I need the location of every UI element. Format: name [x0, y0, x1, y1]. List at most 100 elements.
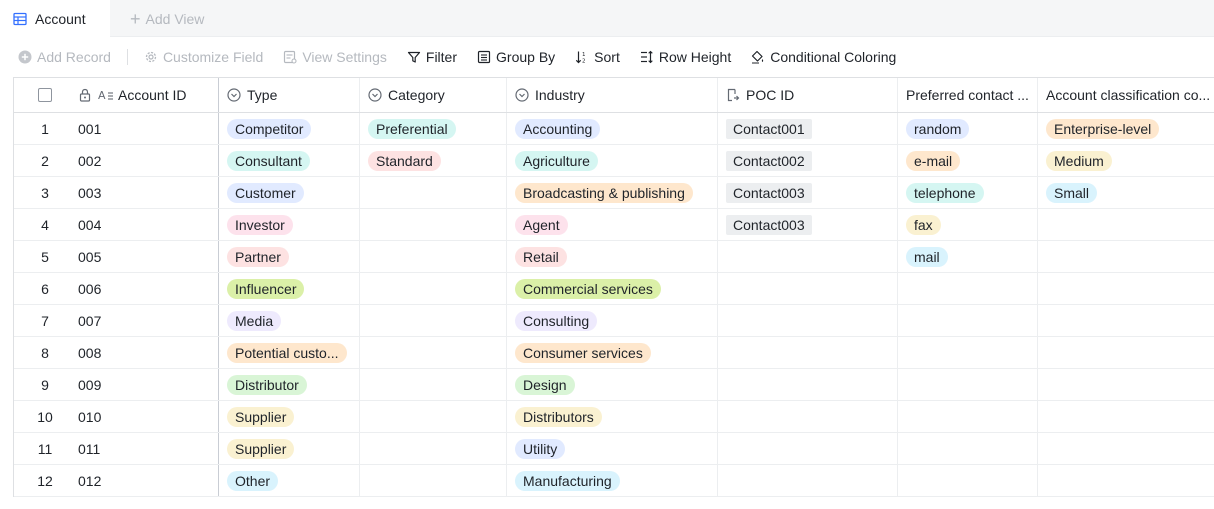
cell-account-id[interactable]: 003	[76, 177, 219, 208]
cell-industry[interactable]: Distributors	[507, 401, 718, 432]
cell-category[interactable]	[360, 209, 507, 240]
table-row[interactable]: 12 012 Other Manufacturing	[14, 465, 1214, 497]
cell-poc-id[interactable]	[718, 465, 898, 496]
cell-category[interactable]	[360, 401, 507, 432]
table-row[interactable]: 9 009 Distributor Design	[14, 369, 1214, 401]
cell-preferred-contact[interactable]	[898, 465, 1038, 496]
cell-account-classification[interactable]	[1038, 369, 1214, 400]
cell-type[interactable]: Potential custo...	[219, 337, 360, 368]
cell-category[interactable]	[360, 337, 507, 368]
cell-industry[interactable]: Manufacturing	[507, 465, 718, 496]
cell-industry[interactable]: Utility	[507, 433, 718, 464]
row-height-button[interactable]: Row Height	[640, 49, 731, 65]
cell-industry[interactable]: Consumer services	[507, 337, 718, 368]
cell-category[interactable]	[360, 273, 507, 304]
cell-category[interactable]	[360, 177, 507, 208]
cell-account-id[interactable]: 001	[76, 113, 219, 144]
cell-account-classification[interactable]	[1038, 209, 1214, 240]
cell-category[interactable]	[360, 241, 507, 272]
table-row[interactable]: 7 007 Media Consulting	[14, 305, 1214, 337]
column-header-preferred-contact[interactable]: Preferred contact ...	[898, 78, 1038, 112]
cell-preferred-contact[interactable]	[898, 273, 1038, 304]
cell-category[interactable]: Standard	[360, 145, 507, 176]
cell-preferred-contact[interactable]: mail	[898, 241, 1038, 272]
table-row[interactable]: 2 002 Consultant Standard Agriculture Contact…	[14, 145, 1214, 177]
column-header-account-classification[interactable]: Account classification co...	[1038, 78, 1214, 112]
cell-account-classification[interactable]: Enterprise-level	[1038, 113, 1214, 144]
table-row[interactable]: 1 001 Competitor Preferential Accounting Cont…	[14, 113, 1214, 145]
column-header-category[interactable]: Category	[360, 78, 507, 112]
cell-poc-id[interactable]: Contact003	[718, 209, 898, 240]
cell-poc-id[interactable]	[718, 305, 898, 336]
cell-preferred-contact[interactable]: fax	[898, 209, 1038, 240]
cell-industry[interactable]: Broadcasting & publishing	[507, 177, 718, 208]
cell-category[interactable]	[360, 433, 507, 464]
cell-preferred-contact[interactable]	[898, 401, 1038, 432]
cell-account-id[interactable]: 009	[76, 369, 219, 400]
cell-poc-id[interactable]	[718, 273, 898, 304]
cell-type[interactable]: Investor	[219, 209, 360, 240]
cell-poc-id[interactable]	[718, 241, 898, 272]
sort-button[interactable]: 1 2 Sort	[575, 49, 620, 65]
cell-account-classification[interactable]	[1038, 337, 1214, 368]
cell-preferred-contact[interactable]: telephone	[898, 177, 1038, 208]
cell-type[interactable]: Supplier	[219, 433, 360, 464]
cell-account-id[interactable]: 004	[76, 209, 219, 240]
cell-type[interactable]: Influencer	[219, 273, 360, 304]
cell-category[interactable]	[360, 465, 507, 496]
cell-industry[interactable]: Retail	[507, 241, 718, 272]
select-all-checkbox[interactable]	[38, 88, 52, 102]
cell-type[interactable]: Partner	[219, 241, 360, 272]
cell-type[interactable]: Other	[219, 465, 360, 496]
cell-preferred-contact[interactable]	[898, 305, 1038, 336]
cell-preferred-contact[interactable]: random	[898, 113, 1038, 144]
group-by-button[interactable]: Group By	[477, 49, 555, 65]
cell-poc-id[interactable]	[718, 401, 898, 432]
cell-account-id[interactable]: 002	[76, 145, 219, 176]
cell-preferred-contact[interactable]	[898, 369, 1038, 400]
cell-account-classification[interactable]: Medium	[1038, 145, 1214, 176]
column-header-account-id[interactable]: A Account ID	[76, 78, 219, 112]
table-row[interactable]: 8 008 Potential custo... Consumer services	[14, 337, 1214, 369]
cell-account-id[interactable]: 007	[76, 305, 219, 336]
cell-type[interactable]: Customer	[219, 177, 360, 208]
tab-account[interactable]: Account	[0, 0, 110, 37]
cell-preferred-contact[interactable]: e-mail	[898, 145, 1038, 176]
cell-poc-id[interactable]: Contact003	[718, 177, 898, 208]
cell-account-classification[interactable]	[1038, 305, 1214, 336]
cell-account-classification[interactable]	[1038, 241, 1214, 272]
cell-poc-id[interactable]	[718, 369, 898, 400]
cell-industry[interactable]: Consulting	[507, 305, 718, 336]
customize-field-button[interactable]: Customize Field	[144, 49, 263, 65]
table-row[interactable]: 4 004 Investor Agent Contact003 fax	[14, 209, 1214, 241]
cell-account-id[interactable]: 010	[76, 401, 219, 432]
cell-poc-id[interactable]: Contact001	[718, 113, 898, 144]
cell-poc-id[interactable]	[718, 337, 898, 368]
cell-account-id[interactable]: 012	[76, 465, 219, 496]
table-row[interactable]: 6 006 Influencer Commercial services	[14, 273, 1214, 305]
cell-account-classification[interactable]: Small	[1038, 177, 1214, 208]
cell-account-id[interactable]: 005	[76, 241, 219, 272]
cell-account-id[interactable]: 008	[76, 337, 219, 368]
cell-type[interactable]: Supplier	[219, 401, 360, 432]
conditional-coloring-button[interactable]: Conditional Coloring	[751, 49, 896, 65]
cell-category[interactable]: Preferential	[360, 113, 507, 144]
cell-account-classification[interactable]	[1038, 401, 1214, 432]
cell-account-id[interactable]: 006	[76, 273, 219, 304]
add-record-button[interactable]: Add Record	[18, 49, 111, 65]
cell-preferred-contact[interactable]	[898, 337, 1038, 368]
cell-industry[interactable]: Design	[507, 369, 718, 400]
cell-poc-id[interactable]: Contact002	[718, 145, 898, 176]
cell-industry[interactable]: Commercial services	[507, 273, 718, 304]
view-settings-button[interactable]: View Settings	[283, 49, 387, 65]
cell-account-id[interactable]: 011	[76, 433, 219, 464]
cell-category[interactable]	[360, 369, 507, 400]
cell-account-classification[interactable]	[1038, 465, 1214, 496]
table-row[interactable]: 3 003 Customer Broadcasting & publishing Con…	[14, 177, 1214, 209]
cell-preferred-contact[interactable]	[898, 433, 1038, 464]
cell-type[interactable]: Consultant	[219, 145, 360, 176]
table-row[interactable]: 10 010 Supplier Distributors	[14, 401, 1214, 433]
column-header-type[interactable]: Type	[219, 78, 360, 112]
column-header-poc-id[interactable]: POC ID	[718, 78, 898, 112]
cell-industry[interactable]: Accounting	[507, 113, 718, 144]
